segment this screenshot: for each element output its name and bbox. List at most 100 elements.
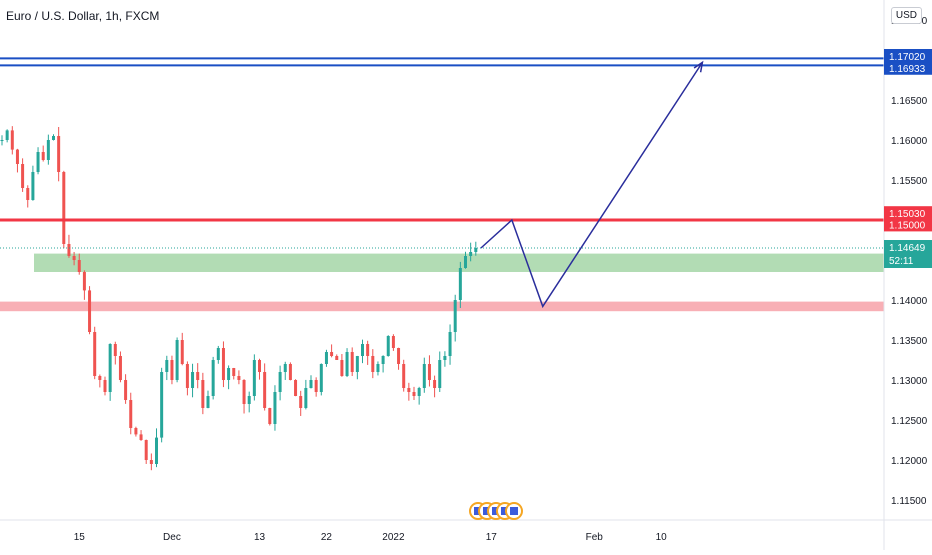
candle-body: [330, 352, 334, 356]
candle-body: [464, 256, 467, 268]
candle-body: [422, 364, 426, 388]
candle-body: [386, 336, 390, 356]
candle-body: [93, 332, 97, 376]
candle-body: [381, 356, 385, 364]
candle-body: [170, 360, 174, 380]
candle-body: [0, 140, 4, 141]
candle-body: [10, 130, 14, 150]
price-tick-label: 1.16000: [891, 136, 928, 147]
candle-body: [469, 252, 473, 256]
high-bottom-price-badge: [884, 60, 932, 75]
candle-body: [62, 172, 66, 244]
candle-body: [98, 376, 102, 380]
current-price-text: 1.14649: [889, 243, 926, 254]
price-axis[interactable]: 1.175001.170001.165001.160001.155001.150…: [883, 0, 932, 550]
candle-body: [26, 188, 30, 200]
candle-body: [247, 396, 251, 404]
candle-body: [232, 368, 236, 376]
candle-body: [211, 360, 215, 396]
candle-body: [201, 380, 205, 408]
candle-body: [5, 130, 9, 140]
candle-body: [438, 360, 442, 388]
demand_zone_green: [34, 253, 884, 272]
candle-body: [72, 256, 76, 260]
candle-body: [412, 392, 416, 396]
candle-body: [283, 364, 287, 372]
symbol-title: Euro / U.S. Dollar, 1h, FXCM: [6, 9, 160, 23]
event-markers[interactable]: [469, 502, 523, 520]
projection-path: [480, 61, 704, 309]
price-tick-label: 1.12000: [891, 456, 928, 467]
high-top-price-badge: [884, 49, 932, 63]
candle-body: [391, 336, 395, 348]
candle-body: [319, 364, 323, 392]
candle-body: [345, 352, 349, 376]
candle-body: [165, 360, 169, 372]
price-tick-label: 1.11500: [891, 496, 927, 507]
candle-body: [191, 372, 195, 388]
zones-layer: [0, 253, 884, 312]
candle-body: [175, 340, 179, 380]
candle-body: [340, 360, 344, 376]
candles-layer: [0, 126, 478, 471]
candle-body: [134, 428, 138, 435]
levels-layer: [0, 57, 884, 249]
candle-body: [118, 356, 122, 380]
time-tick-label: 15: [74, 532, 86, 543]
candle-body: [355, 356, 359, 372]
time-tick-label: 17: [486, 532, 498, 543]
candle-body: [46, 140, 50, 160]
candle-body: [129, 400, 133, 428]
candle-body: [31, 172, 35, 200]
price-tick-label: 1.13000: [891, 376, 928, 387]
candle-body: [474, 248, 478, 252]
candle-body: [294, 380, 298, 396]
mid-bottom-price-text: 1.15000: [889, 220, 926, 231]
candle-body: [21, 164, 25, 188]
candle-body: [124, 380, 128, 400]
candle-body: [113, 344, 117, 356]
candle-body: [196, 372, 200, 380]
candle-body: [221, 348, 225, 380]
candle-body: [427, 364, 431, 380]
candle-body: [139, 434, 143, 440]
candle-body: [376, 364, 380, 372]
candle-body: [448, 332, 452, 356]
supply_zone_red: [0, 301, 884, 312]
candle-body: [366, 344, 370, 356]
candle-body: [227, 368, 231, 380]
high-bottom-price-text: 1.16933: [889, 64, 926, 75]
candle-body: [108, 344, 112, 392]
current-price-badge: [884, 240, 932, 268]
candle-body: [458, 268, 462, 300]
candle-body: [350, 352, 354, 372]
time-tick-label: 2022: [382, 532, 405, 543]
currency-button[interactable]: USD: [890, 7, 922, 24]
candle-body: [160, 372, 164, 438]
price-tick-label: 1.15500: [891, 176, 928, 187]
candle-body: [361, 344, 364, 356]
mid-top-price-badge: [884, 206, 932, 221]
candle-body: [52, 136, 55, 140]
candle-body: [15, 149, 19, 164]
candle-body: [453, 300, 457, 332]
time-tick-label: 22: [321, 532, 333, 543]
time-tick-label: 10: [656, 532, 668, 543]
candle-body: [185, 364, 189, 388]
candle-body: [216, 348, 220, 360]
candle-body: [335, 356, 339, 360]
mid-top-price-text: 1.15030: [889, 209, 926, 220]
candle-body: [237, 376, 241, 380]
countdown-text: 52:11: [889, 256, 914, 267]
time-tick-label: Dec: [163, 532, 181, 543]
candle-body: [314, 380, 318, 392]
candle-body: [278, 372, 282, 392]
candle-body: [309, 380, 313, 388]
candle-body: [149, 460, 153, 464]
candle-body: [417, 388, 421, 396]
time-axis[interactable]: 15 Dec 13 22 2022 17 Feb 10: [0, 519, 932, 543]
mid-bottom-price-badge: [884, 217, 932, 232]
candle-body: [57, 136, 61, 172]
